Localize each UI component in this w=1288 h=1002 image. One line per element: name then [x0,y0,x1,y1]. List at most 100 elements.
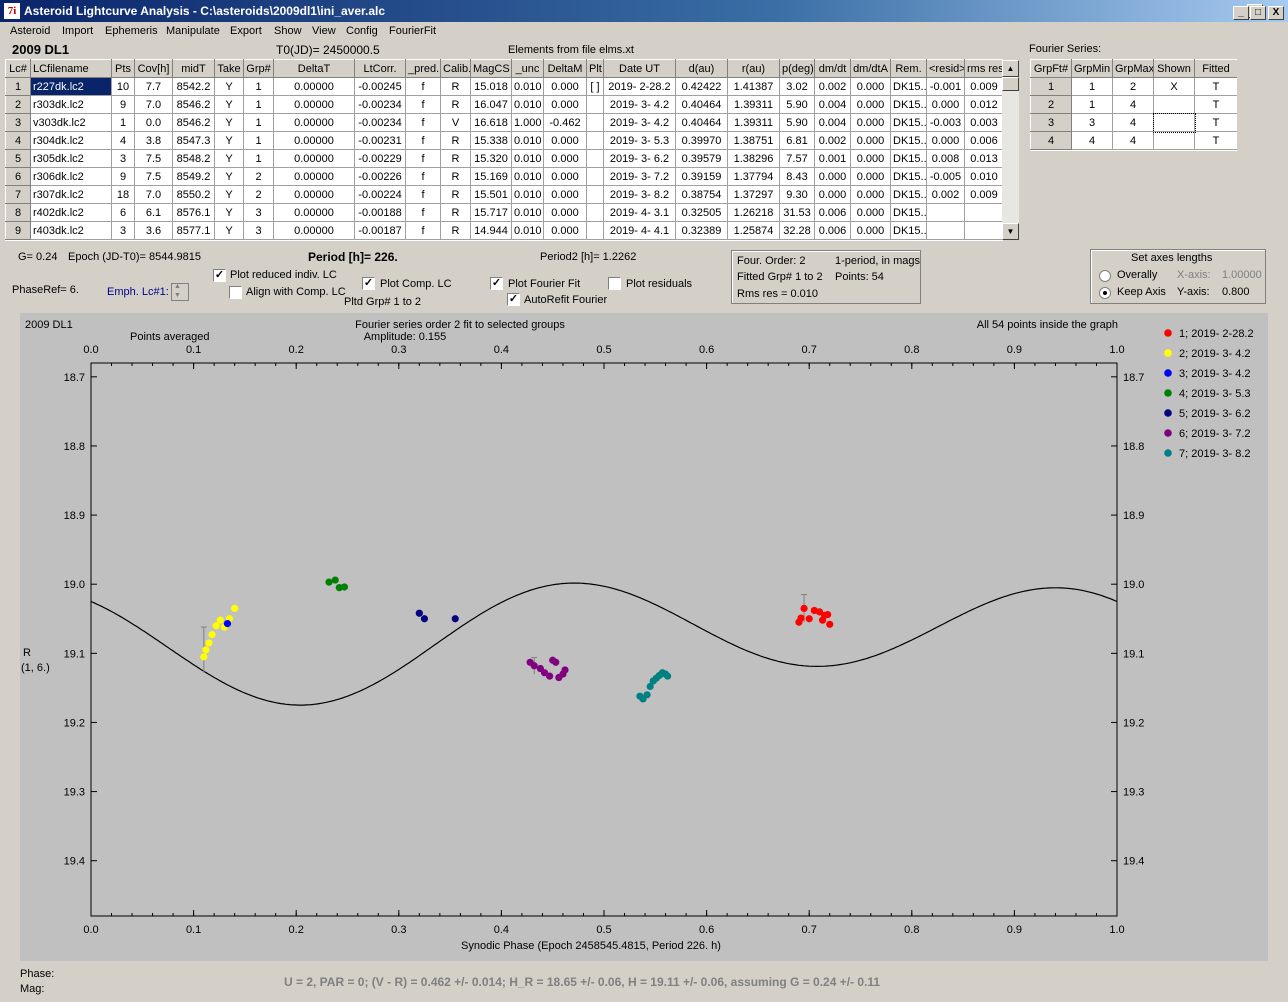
pltd-grp-label[interactable]: Pltd Grp# 1 to 2 [344,296,422,308]
table-cell[interactable]: 2019- 2-28.2 [603,77,676,96]
table-cell[interactable]: 0.00000 [273,185,355,204]
table-cell[interactable]: f [405,149,441,168]
phase-ref-value[interactable]: PhaseRef= 6. [12,284,79,296]
table-cell[interactable]: 15.320 [470,149,512,168]
table-cell[interactable]: r305dk.lc2 [30,149,112,168]
fourier-header-cell[interactable]: Shown [1153,59,1195,78]
table-cell[interactable]: r227dk.lc2 [30,77,112,96]
table-cell[interactable]: 3 [111,221,135,240]
table-cell[interactable]: Y [214,149,244,168]
align-comp-checkbox[interactable] [229,286,242,299]
lc-header-cell[interactable]: Grp# [243,59,274,78]
table-cell[interactable]: 2019- 3- 7.2 [603,167,676,186]
table-cell[interactable]: 0.000 [543,221,587,240]
table-cell[interactable]: f [405,95,441,114]
table-cell[interactable]: 1.38296 [727,149,780,168]
table-cell[interactable]: 2 [243,167,274,186]
fourier-header-cell[interactable]: GrpMin [1071,59,1113,78]
table-cell[interactable]: 14.944 [470,221,512,240]
table-cell[interactable]: 0.000 [543,131,587,150]
row-header[interactable]: 2 [5,95,31,114]
lc-header-cell[interactable]: Take [214,59,244,78]
table-cell[interactable] [926,203,965,222]
table-cell[interactable]: 3.8 [134,131,173,150]
row-header[interactable]: 1 [5,77,31,96]
table-cell[interactable]: f [405,203,441,222]
table-cell[interactable]: R [440,95,471,114]
table-cell[interactable]: 2019- 4- 3.1 [603,203,676,222]
autorefit-checkbox[interactable]: ✓ [507,293,520,306]
table-cell[interactable]: Y [214,77,244,96]
fourier-cell[interactable] [1153,131,1195,150]
table-row[interactable]: 2 r303dk.lc2 9 7.0 8546.2 Y 1 0.00000 -0.00234 f R… [5,95,1003,114]
table-cell[interactable]: 0.00000 [273,221,355,240]
table-cell[interactable]: 1.25874 [727,221,780,240]
menu-ephemeris[interactable]: Ephemeris [105,25,158,37]
table-cell[interactable]: R [440,167,471,186]
table-cell[interactable]: 0.013 [964,149,1003,168]
table-cell[interactable]: -0.00188 [354,203,406,222]
lightcurve-chart-panel[interactable]: 2009 DL1 Points averaged Fourier series … [20,313,1268,961]
table-cell[interactable]: 0.38754 [675,185,728,204]
table-cell[interactable]: 2019- 3- 5.3 [603,131,676,150]
table-cell[interactable]: Y [214,131,244,150]
table-cell[interactable]: 15.717 [470,203,512,222]
lc-header-cell[interactable]: LCfilename [30,59,112,78]
table-cell[interactable]: R [440,185,471,204]
table-cell[interactable]: 0.000 [543,167,587,186]
table-cell[interactable]: 0.010 [511,221,544,240]
table-cell[interactable]: 0.000 [543,77,587,96]
fourier-cell[interactable]: 4 [1112,131,1154,150]
table-cell[interactable]: 0.39159 [675,167,728,186]
table-cell[interactable]: 0.000 [850,149,891,168]
table-cell[interactable]: 3 [243,221,274,240]
table-cell[interactable]: f [405,167,441,186]
table-cell[interactable]: 1.41387 [727,77,780,96]
table-cell[interactable]: 1.39311 [727,113,780,132]
minimize-button[interactable]: _ [1233,6,1249,20]
table-cell[interactable]: R [440,203,471,222]
table-cell[interactable]: 15.501 [470,185,512,204]
row-header[interactable]: 8 [5,203,31,222]
table-cell[interactable]: 2 [243,185,274,204]
table-cell[interactable]: 1.38751 [727,131,780,150]
table-cell[interactable]: 6.81 [779,131,815,150]
table-cell[interactable]: 15.169 [470,167,512,186]
table-cell[interactable]: Y [214,167,244,186]
table-cell[interactable]: 4 [111,131,135,150]
table-cell[interactable] [586,167,604,186]
table-cell[interactable]: 0.006 [814,203,851,222]
table-cell[interactable]: 2019- 3- 4.2 [603,113,676,132]
lc-header-cell[interactable]: Pts [111,59,135,78]
x-axis-value[interactable]: 1.00000 [1222,269,1262,281]
lc-header-cell[interactable]: d(au) [675,59,728,78]
table-cell[interactable]: 0.000 [814,185,851,204]
table-cell[interactable]: 1 [243,113,274,132]
table-cell[interactable]: 0.000 [543,185,587,204]
table-cell[interactable]: 8549.2 [172,167,215,186]
table-cell[interactable]: 7.57 [779,149,815,168]
table-cell[interactable]: 8547.3 [172,131,215,150]
table-cell[interactable]: -0.00234 [354,95,406,114]
table-cell[interactable]: DK15.. [890,185,927,204]
table-cell[interactable]: r306dk.lc2 [30,167,112,186]
fourier-row-header[interactable]: 2 [1030,95,1072,114]
table-cell[interactable]: 18 [111,185,135,204]
lc-header-cell[interactable]: Calib. [440,59,471,78]
table-cell[interactable]: 0.40464 [675,95,728,114]
maximize-button[interactable]: □ [1250,6,1266,20]
table-cell[interactable]: f [405,221,441,240]
table-cell[interactable]: 16.047 [470,95,512,114]
table-cell[interactable]: 0.000 [850,203,891,222]
table-cell[interactable]: 0.000 [850,131,891,150]
fourier-cell[interactable]: 2 [1112,77,1154,96]
period-value[interactable]: Period [h]= 226. [308,250,398,264]
plot-residuals-checkbox[interactable] [608,277,621,290]
table-cell[interactable]: 0.40464 [675,113,728,132]
lc-header-cell[interactable]: p(deg) [779,59,815,78]
table-cell[interactable]: 2019- 3- 6.2 [603,149,676,168]
table-cell[interactable]: 15.018 [470,77,512,96]
table-cell[interactable]: 15.338 [470,131,512,150]
table-cell[interactable]: 0.010 [511,203,544,222]
